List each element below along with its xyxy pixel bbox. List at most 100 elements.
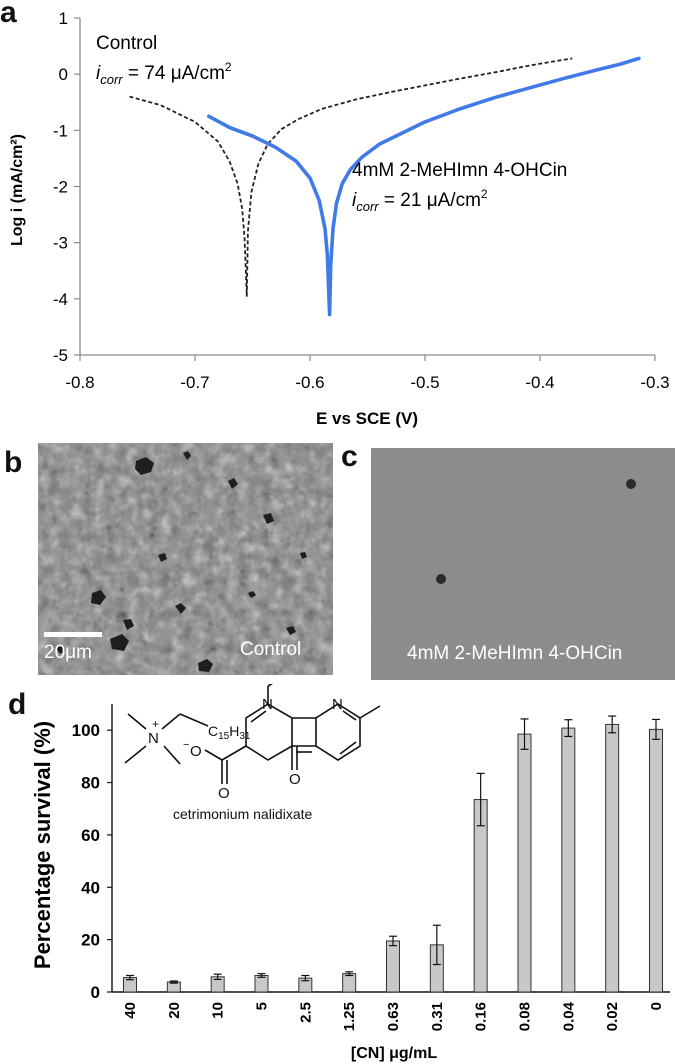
bar-0.02: [605, 723, 620, 993]
control-curve-line: [129, 57, 573, 297]
x-tick-label: -0.3: [640, 373, 669, 392]
sem-image-control: 20μm Control: [38, 443, 333, 675]
keto-o-atom: O: [289, 771, 301, 788]
alkyl-sub2: 31: [239, 731, 251, 742]
category-label-0.63: 0.63: [385, 1002, 402, 1031]
category-label-5: 5: [254, 1002, 271, 1010]
survival-y-tick-label: 80: [81, 774, 100, 793]
category-label-2.5: 2.5: [297, 1002, 314, 1023]
y-tick-label: -1: [53, 121, 68, 140]
x-tick-label: -0.4: [525, 373, 554, 392]
scale-bar-label: 20μm: [44, 642, 92, 663]
y-tick-label: -2: [53, 178, 68, 197]
x-tick-label: -0.7: [180, 373, 209, 392]
sem-label-treated: 4mM 2-MeHImn 4-OHCin: [407, 643, 623, 664]
sem-label-control: Control: [240, 639, 302, 660]
y-tick-label: -4: [53, 290, 68, 309]
survival-axes: 0 20 40 60 80 100: [72, 704, 670, 1002]
polarization-series-group: [129, 56, 641, 317]
panel-letter-b: b: [4, 446, 23, 479]
treated-icorr-superscript: 2: [481, 187, 488, 201]
survival-y-tick-label: 40: [81, 878, 100, 897]
bar-0.16: [473, 799, 488, 993]
survival-y-axis-label: Percentage survival (%): [30, 721, 55, 969]
survival-y-tick-label: 60: [81, 826, 100, 845]
y-axis-label: Log i (mA/cm²): [9, 134, 26, 246]
survival-y-tick-label: 20: [81, 931, 100, 950]
alkyl-c: C: [208, 723, 218, 739]
ring-n1: N: [262, 696, 273, 713]
category-label-0: 0: [648, 1002, 665, 1010]
y-tick-label: 1: [59, 9, 68, 28]
bond: [204, 749, 223, 761]
category-label-0.31: 0.31: [429, 1002, 446, 1031]
pit-2: [436, 574, 446, 584]
bond: [339, 741, 357, 755]
positive-charge: +: [152, 717, 159, 731]
ring-n8: N: [332, 696, 343, 713]
bond: [161, 713, 181, 730]
sem-image-treated: 4mM 2-MeHImn 4-OHCin: [371, 448, 675, 680]
structure-caption: cetrimonium nalidixate: [173, 806, 312, 822]
treated-icorr-annotation: icorr = 21 μA/cm2: [352, 187, 488, 214]
scale-bar: [44, 632, 102, 637]
bond: [221, 745, 247, 761]
corrosion-pits: [56, 451, 307, 672]
bond: [250, 710, 267, 723]
bond: [127, 713, 147, 730]
y-tick-label: -3: [53, 234, 68, 253]
survival-bars: 40 20 10 5 2.5 1.25 0.63 0.31 0.16 0.08 0.04 0.02 0: [122, 715, 665, 1031]
polarization-axes: 1 0 -1 -2 -3 -4 -5 -0.8 -0.7 -0.6 -0.5 -0.4 -0.3: [53, 9, 670, 392]
bond: [267, 684, 273, 687]
bar-0: [649, 728, 663, 993]
category-label-40: 40: [122, 1002, 139, 1019]
y-tick-label: 0: [59, 65, 68, 84]
chemical-structure: [124, 684, 381, 784]
panel-letter-a: a: [0, 0, 17, 29]
control-icorr-superscript: 2: [225, 60, 232, 74]
bond: [342, 710, 357, 721]
treated-annotation-name: 4mM 2-MeHImn 4-OHCin: [352, 160, 567, 181]
category-label-0.16: 0.16: [473, 1002, 490, 1031]
treated-curve-line: [207, 56, 641, 317]
category-label-20: 20: [166, 1002, 183, 1019]
bond: [124, 745, 147, 764]
bar-1.25: [342, 973, 357, 993]
bar-5: [254, 975, 269, 993]
bond: [359, 705, 381, 719]
x-tick-label: -0.6: [295, 373, 324, 392]
sem-texture-treated: [371, 448, 675, 680]
x-axis-label: E vs SCE (V): [316, 409, 418, 428]
survival-x-axis-label: [CN] μg/mL: [351, 1045, 437, 1062]
x-tick-label: -0.8: [65, 373, 94, 392]
category-label-0.08: 0.08: [517, 1002, 534, 1031]
survival-y-tick-label: 0: [91, 983, 100, 1002]
alkyl-chain: C15H31: [208, 723, 251, 742]
category-label-10: 10: [210, 1002, 227, 1019]
control-annotation-name: Control: [96, 33, 157, 54]
bar-0.04: [561, 727, 576, 993]
carboxyl-o-atom: O: [218, 785, 230, 802]
y-tick-label: -5: [53, 346, 68, 365]
control-icorr-value: = 74 μA/cm: [123, 63, 225, 84]
panel-letter-c: c: [341, 440, 358, 473]
bond: [179, 713, 209, 727]
treated-icorr-value: = 21 μA/cm: [379, 190, 481, 211]
category-label-0.02: 0.02: [604, 1002, 621, 1031]
panel-letter-d: d: [8, 688, 27, 721]
control-icorr-annotation: icorr = 74 μA/cm2: [96, 60, 232, 87]
pit-1: [626, 479, 636, 489]
treated-icorr-subscript: corr: [356, 199, 379, 214]
control-icorr-subscript: corr: [100, 72, 123, 87]
category-label-1.25: 1.25: [341, 1002, 358, 1031]
o-minus-atom: O: [190, 743, 202, 760]
category-label-0.04: 0.04: [560, 1001, 577, 1031]
n-plus-atom: N: [148, 730, 159, 747]
bar-0.63: [386, 940, 400, 993]
negative-charge: −: [183, 739, 189, 751]
alkyl-sub1: 15: [218, 731, 230, 742]
survival-y-tick-label: 100: [72, 721, 100, 740]
bond: [163, 745, 181, 765]
treated-icorr-symbol: i: [352, 190, 357, 211]
